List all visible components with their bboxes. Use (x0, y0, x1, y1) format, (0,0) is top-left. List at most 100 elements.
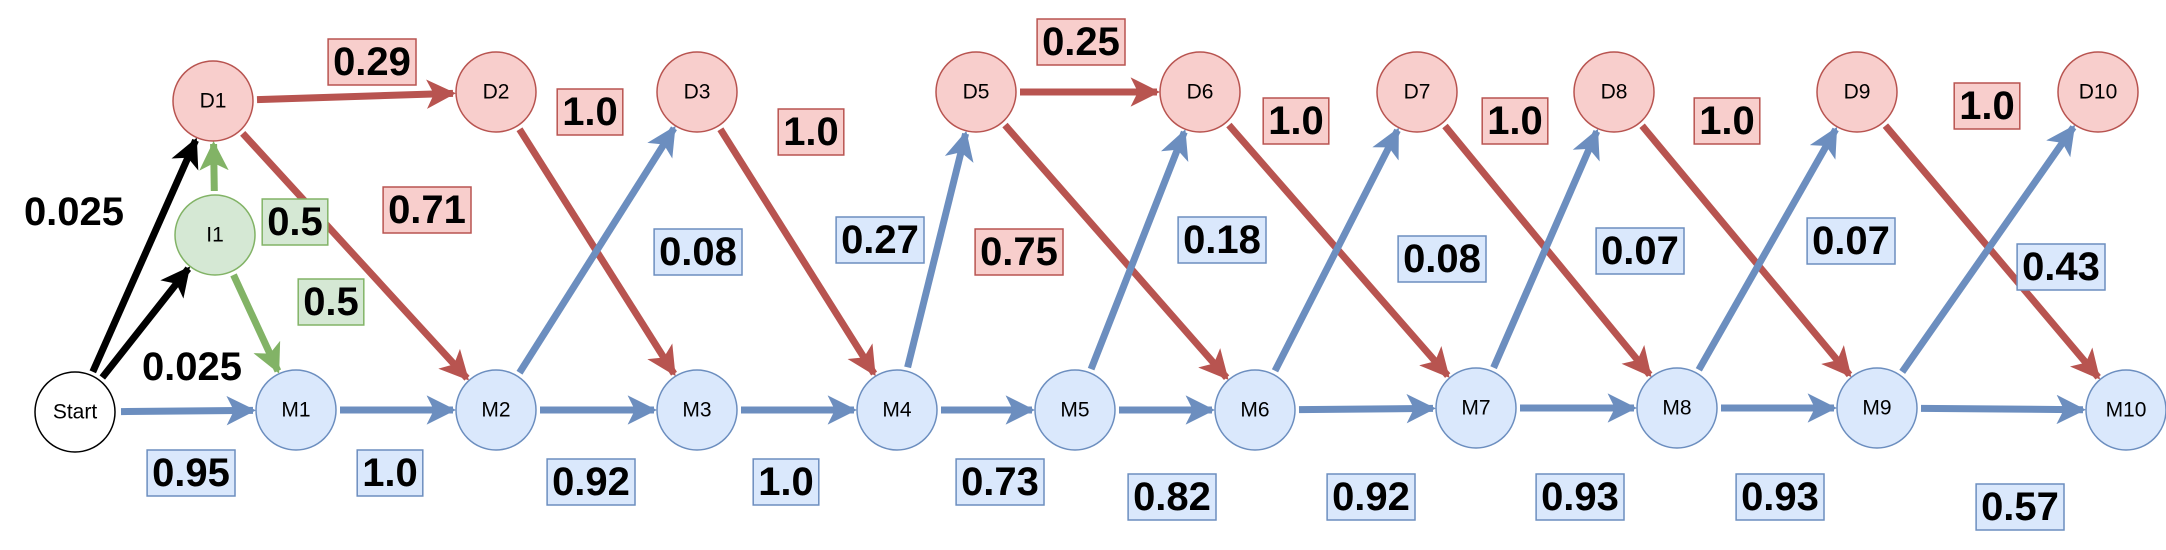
edge-label-i1-to-d1: 0.5 (261, 198, 329, 246)
edge-m9-to-m10 (1920, 394, 2086, 425)
node-label: D5 (963, 81, 990, 104)
node-label: M6 (1240, 399, 1269, 422)
edge-label-box (1595, 227, 1685, 275)
edge-d3-to-m4 (717, 127, 878, 377)
edge-m2-to-d3 (516, 125, 677, 375)
node-label: D7 (1404, 81, 1431, 104)
edge-label-d1-to-m2: 0.71 (382, 186, 472, 234)
node-label: Start (53, 401, 98, 424)
node-circle (2085, 369, 2166, 451)
edge-label-m2-to-d3: 0.08 (653, 228, 743, 276)
edge-label-text: 0.08 (659, 230, 737, 274)
edge-label-text: 1.0 (562, 90, 618, 134)
edge-label-d3-to-m4: 1.0 (777, 108, 845, 156)
edge-label-box (1953, 82, 2021, 130)
edge-label-i1-to-m1: 0.5 (297, 278, 365, 326)
edge-label-m5-to-m6: 0.82 (1127, 473, 1217, 521)
node-label: I1 (206, 224, 224, 247)
edge-label-text: 0.92 (1332, 475, 1410, 519)
edge-m5-to-d6 (1087, 129, 1189, 371)
node-d9: D9 (1816, 51, 1898, 133)
node-m1: M1 (255, 369, 337, 451)
edge-label-box (1326, 473, 1416, 521)
node-label: D8 (1601, 81, 1628, 104)
edge-d9-to-m10 (1882, 123, 2101, 380)
edge-m6-to-d7 (1271, 127, 1401, 373)
edge-i1-to-m1 (230, 273, 282, 374)
edge-label-d8-to-m9: 1.0 (1693, 97, 1761, 145)
node-d2: D2 (455, 51, 537, 133)
node-circle (1376, 51, 1458, 133)
node-m9: M9 (1836, 367, 1918, 449)
node-label: M5 (1060, 399, 1089, 422)
node-label: D2 (483, 81, 510, 104)
edge-label-text: 1.0 (1959, 84, 2015, 128)
edge-label-box (297, 278, 365, 326)
edge-label-m4-to-m5: 0.73 (955, 458, 1045, 506)
node-m7: M7 (1435, 367, 1517, 449)
node-circle (935, 51, 1017, 133)
edge-label-text: 0.57 (1981, 485, 2059, 529)
node-m4: M4 (856, 369, 938, 451)
edge-label-text: 0.5 (267, 200, 323, 244)
edge-label-m7-to-d8: 0.07 (1595, 227, 1685, 275)
node-circle (2057, 51, 2139, 133)
edge-label-text: 0.27 (841, 218, 919, 262)
edge-label-m2-to-m3: 0.92 (546, 458, 636, 506)
edge-m4-to-d5 (904, 130, 974, 369)
edge-label-m8-to-d9: 0.07 (1806, 217, 1896, 265)
edge-label-box (2016, 243, 2106, 291)
edge-label-text: 0.71 (388, 188, 466, 232)
edge-label-box (261, 198, 329, 246)
edge-start-to-m1 (120, 395, 256, 426)
edge-label-box (1262, 97, 1330, 145)
edge-label-d5-to-m6: 0.75 (974, 228, 1064, 276)
edge-label-m5-to-d6: 0.18 (1177, 216, 1267, 264)
edge-m9-to-d10 (1899, 124, 2077, 374)
edge-label-m6-to-d7: 0.08 (1397, 235, 1487, 283)
edge-label-text: 0.73 (961, 460, 1039, 504)
edge-label-text: 0.95 (152, 451, 230, 495)
node-circle (1034, 369, 1116, 451)
node-circle (1214, 369, 1296, 451)
edge-label-box (556, 88, 624, 136)
nodes-layer: Start I1 M1 M2 M3 M4 M5 M6 M7 M8 M9 M10 D1 D2 D3 D5 D6 D7… (34, 51, 2166, 453)
node-circle (172, 60, 254, 142)
edge-label-m4-to-d5: 0.27 (835, 216, 925, 264)
edge-label-m9-to-d10: 0.43 (2016, 243, 2106, 291)
node-m2: M2 (455, 369, 537, 451)
node-m5: M5 (1034, 369, 1116, 451)
edge-label-text: 0.43 (2022, 245, 2100, 289)
edge-label-m1-to-m2: 1.0 (356, 449, 424, 497)
edge-d1-to-m2 (240, 131, 470, 381)
edge-label-text: 0.07 (1812, 219, 1890, 263)
edge-label-box (1177, 216, 1267, 264)
node-label: M4 (882, 399, 911, 422)
node-i1: I1 (174, 194, 256, 276)
node-label: M8 (1662, 397, 1691, 420)
edge-label-text: 1.0 (1699, 99, 1755, 143)
edge-label-box (1693, 97, 1761, 145)
edge-label-box (1036, 18, 1126, 66)
node-circle (656, 51, 738, 133)
edge-label-text: 0.07 (1601, 229, 1679, 273)
edge-label-text: 1.0 (1487, 99, 1543, 143)
edge-label-d6-to-m7: 1.0 (1262, 97, 1330, 145)
edge-label-box (1397, 235, 1487, 283)
node-label: D3 (684, 81, 711, 104)
edge-label-text: 0.5 (303, 280, 359, 324)
edge-label-text: 0.25 (1042, 20, 1120, 64)
edge-label-box (546, 458, 636, 506)
edge-label-m8-to-m9: 0.93 (1735, 473, 1825, 521)
edge-start-to-i1 (99, 266, 192, 380)
edge-label-start-to-m1: 0.95 (146, 449, 236, 497)
edge-label-box (1127, 473, 1217, 521)
node-label: M2 (481, 399, 510, 422)
node-d6: D6 (1159, 51, 1241, 133)
edge-m7-to-d8 (1490, 128, 1601, 370)
edge-label-start-to-i1: 0.025 (142, 345, 242, 389)
edge-labels-layer: 0.025 0.025 0.95 0.5 0.5 0.29 0.71 1.0 1.0 0.25 0.… (24, 18, 2106, 531)
node-d10: D10 (2057, 51, 2139, 133)
node-label: D9 (1844, 81, 1871, 104)
edge-label-d7-to-m8: 1.0 (1481, 97, 1549, 145)
